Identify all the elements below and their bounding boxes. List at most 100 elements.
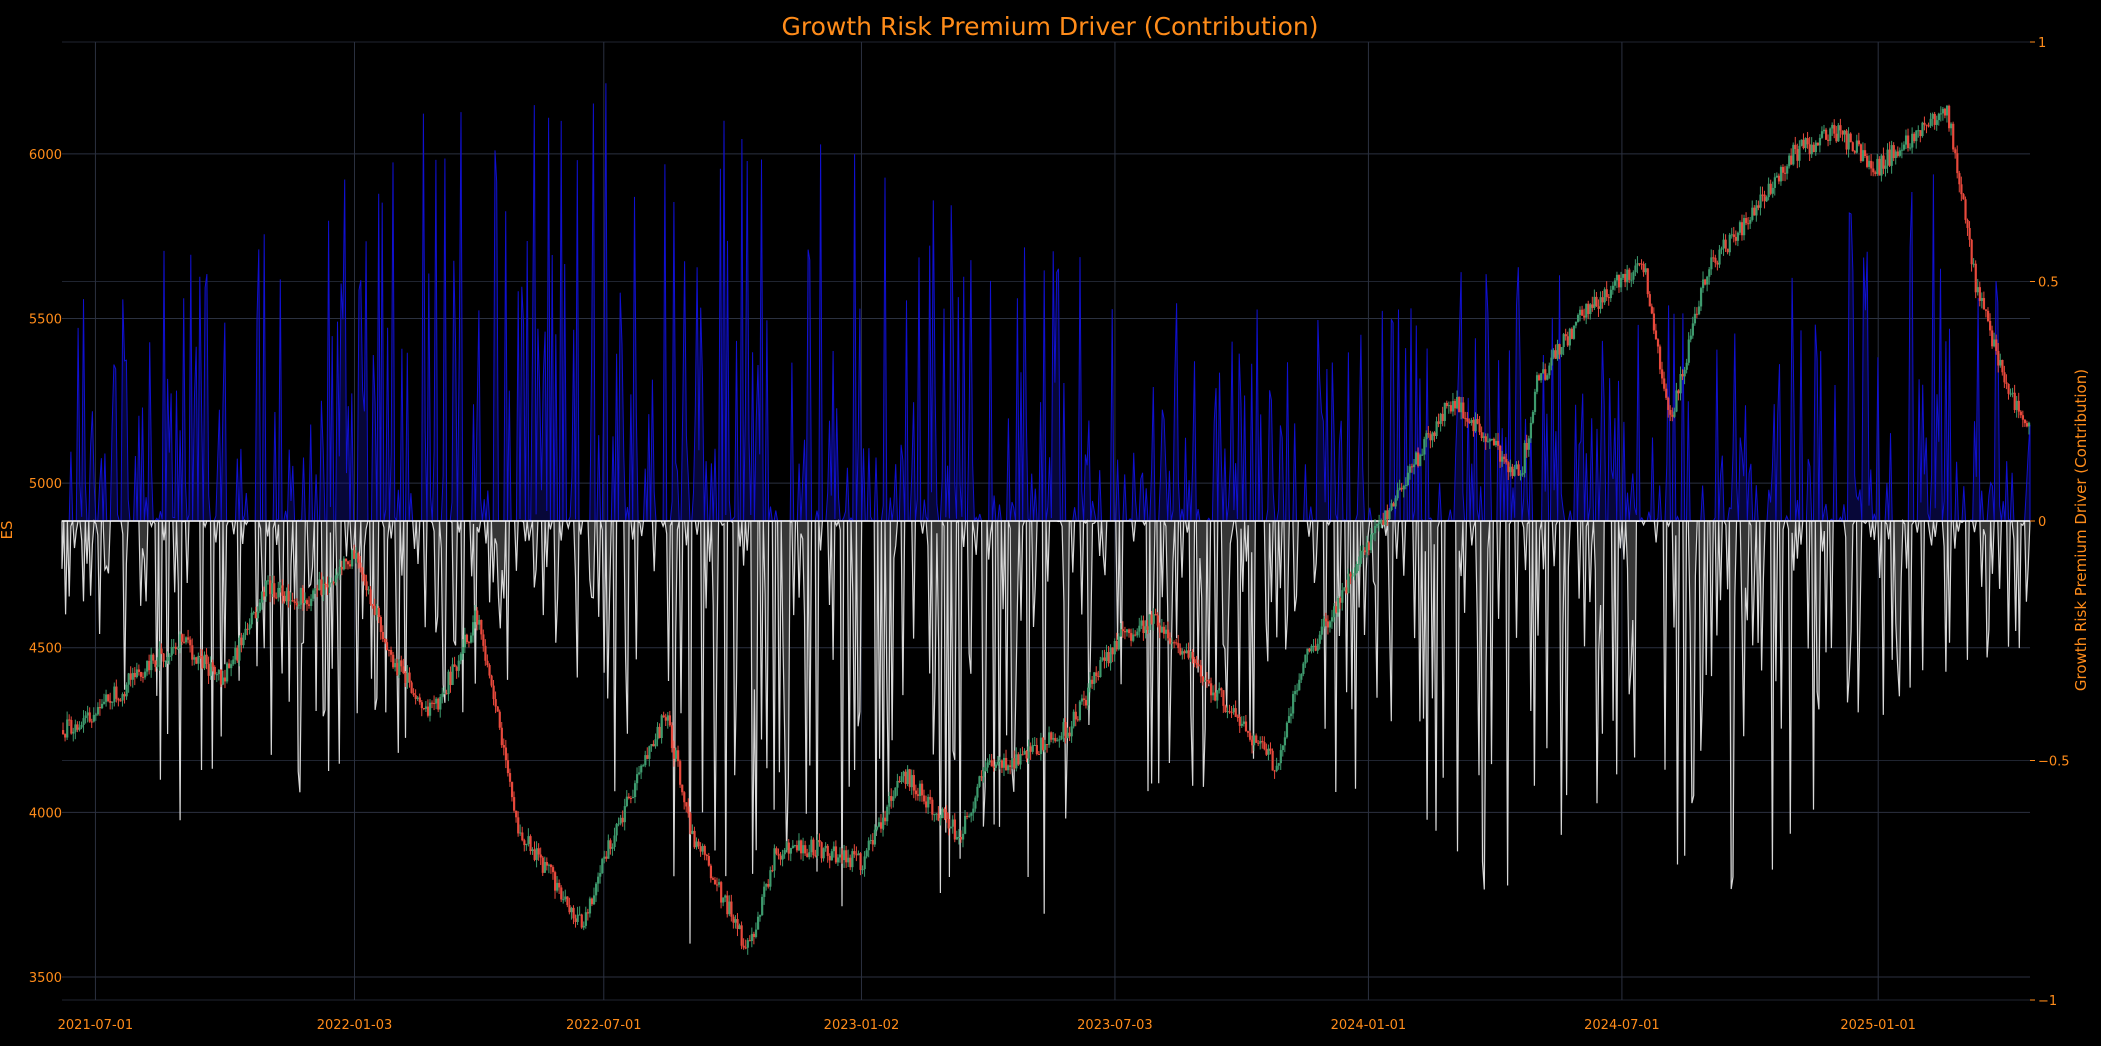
es-candle (1374, 525, 1377, 534)
es-candle (1570, 328, 1574, 339)
es-candle (113, 686, 116, 702)
es-candle (299, 588, 303, 605)
es-candle (1503, 456, 1506, 459)
es-candle (1115, 641, 1118, 650)
es-candle (611, 847, 614, 849)
es-candle (1728, 234, 1731, 253)
es-candle (340, 566, 344, 570)
es-candle (408, 672, 411, 683)
es-candle (957, 836, 961, 838)
es-candle (1166, 629, 1170, 639)
es-candle (595, 883, 598, 896)
es-candle (759, 915, 762, 917)
es-candle (1941, 108, 1945, 114)
es-candle (1929, 118, 1932, 126)
es-candle (1201, 676, 1205, 682)
es-candle (1255, 735, 1258, 743)
es-candle (1779, 167, 1783, 182)
es-candle (1392, 503, 1395, 507)
es-candle (1376, 523, 1379, 526)
es-candle (1271, 750, 1274, 771)
es-candle (1831, 124, 1834, 129)
es-candle (1179, 648, 1182, 655)
es-candle (287, 591, 290, 602)
es-candle (502, 745, 505, 748)
es-candle (467, 642, 471, 644)
es-candle (1956, 153, 1959, 174)
es-candle (1439, 413, 1442, 424)
es-candle (1533, 391, 1537, 412)
es-candle (1900, 149, 1904, 151)
es-candle (980, 776, 983, 778)
es-candle (365, 581, 368, 591)
es-candle (197, 655, 200, 664)
es-candle (1101, 657, 1104, 661)
es-candle (543, 862, 546, 873)
es-candle (465, 634, 469, 643)
es-candle (832, 846, 836, 852)
es-candle (1109, 647, 1112, 664)
es-candle (1218, 688, 1221, 691)
es-candle (1952, 123, 1955, 150)
es-candle (1189, 651, 1192, 658)
es-candle (1743, 218, 1746, 236)
es-candle (1736, 232, 1740, 241)
es-candle (1585, 303, 1588, 318)
es-candle (994, 764, 997, 768)
es-candle (580, 914, 583, 928)
es-candle (1654, 330, 1658, 340)
es-candle (1505, 458, 1508, 463)
y-left-tick-label: 4500 (29, 642, 62, 657)
es-candle (523, 840, 526, 846)
es-candle (1872, 168, 1875, 173)
es-candle (1423, 439, 1426, 455)
es-candle (824, 845, 827, 849)
es-candle (1197, 664, 1200, 666)
es-candle (992, 766, 995, 768)
es-candle (537, 848, 540, 855)
es-candle (1300, 674, 1303, 680)
es-candle (914, 790, 918, 795)
es-candle (1802, 139, 1805, 149)
es-candle (785, 842, 788, 851)
es-candle (1888, 149, 1891, 166)
es-candle (1771, 187, 1774, 194)
es-candle (1322, 618, 1325, 627)
es-candle (260, 591, 264, 603)
es-candle (1605, 289, 1608, 297)
es-candle (1078, 701, 1082, 721)
es-candle (812, 839, 815, 856)
es-candle (1121, 629, 1125, 632)
es-candle (1248, 732, 1252, 740)
es-candle (1501, 456, 1504, 462)
es-candle (1058, 739, 1061, 741)
es-candle (359, 562, 362, 568)
es-candle (1146, 626, 1149, 630)
es-candle (1685, 362, 1688, 370)
es-candle (1890, 145, 1893, 166)
es-candle (728, 901, 731, 915)
es-candle (80, 724, 83, 728)
es-candle (1730, 234, 1733, 236)
es-candle (353, 550, 356, 559)
es-candle (76, 724, 79, 730)
es-candle (1041, 737, 1045, 750)
es-candle (508, 773, 512, 782)
es-candle (387, 649, 391, 651)
es-candle (935, 813, 938, 815)
es-candle (1915, 130, 1918, 142)
es-candle (984, 767, 987, 772)
es-candle (1917, 130, 1920, 132)
es-candle (1160, 626, 1164, 633)
es-candle (285, 591, 288, 602)
es-candle (1136, 631, 1139, 636)
es-candle (1699, 288, 1703, 307)
es-candle (1638, 263, 1641, 265)
es-candle (1978, 287, 1981, 301)
es-candle (1663, 378, 1666, 389)
es-candle (722, 897, 725, 903)
es-candle (453, 664, 456, 667)
es-candle (1835, 133, 1838, 142)
es-candle (158, 648, 161, 665)
